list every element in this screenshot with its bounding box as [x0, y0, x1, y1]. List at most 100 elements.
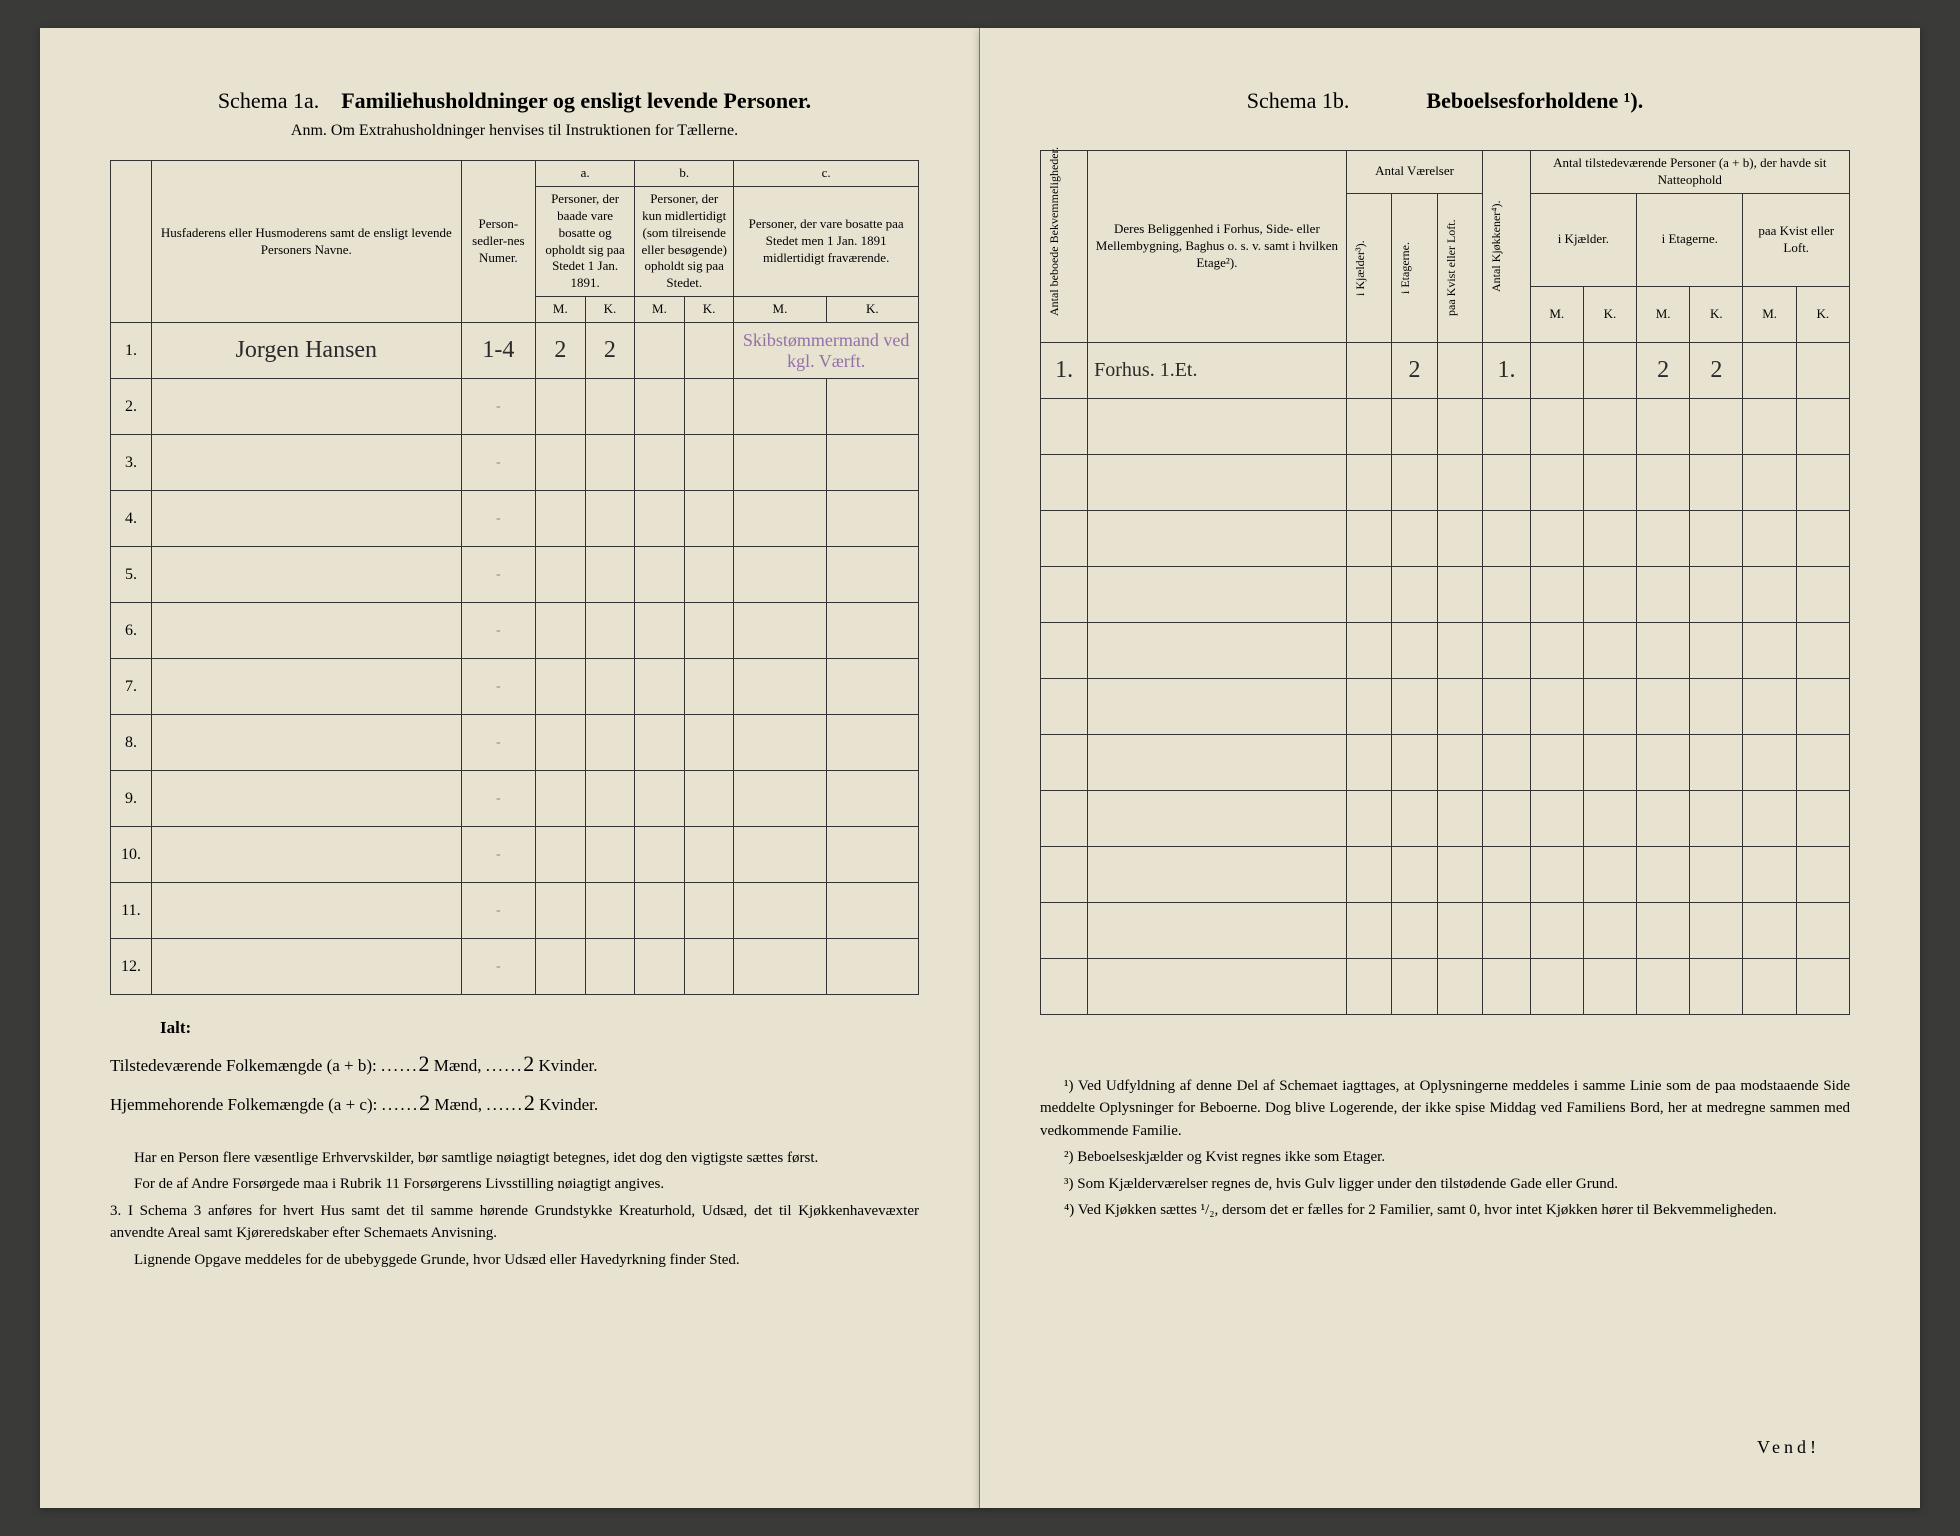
ikjael-h: i Kjælder.: [1530, 193, 1636, 286]
table-row: 11. -: [111, 883, 919, 939]
rnote-3: ³) Som Kjælderværelser regnes de, hvis G…: [1040, 1173, 1850, 1196]
row-number: 10.: [111, 827, 152, 883]
pnum-cell: -: [461, 715, 535, 771]
bekv-cell: [1041, 510, 1088, 566]
etm-cell: [1637, 846, 1690, 902]
kok-cell: [1483, 398, 1530, 454]
c-k-cell: [826, 379, 918, 435]
name-cell: Jorgen Hansen: [151, 323, 461, 379]
left-notes: Har en Person flere væsentlige Erhvervsk…: [110, 1147, 919, 1272]
et-cell: [1392, 510, 1438, 566]
name-cell: [151, 547, 461, 603]
bekv-header: Antal beboede Bekvemmeligheder.: [1041, 151, 1088, 343]
c-note-cell: [734, 379, 826, 435]
etk-cell: [1690, 454, 1743, 510]
kjm-cell: [1530, 342, 1583, 398]
name-cell: [151, 827, 461, 883]
name-cell: [151, 771, 461, 827]
kvm-cell: [1743, 454, 1796, 510]
c-k-cell: [826, 883, 918, 939]
c-note-cell: [734, 827, 826, 883]
etk-cell: [1690, 846, 1743, 902]
table-row: [1041, 734, 1850, 790]
table-row: 10. -: [111, 827, 919, 883]
a-m-cell: [536, 491, 586, 547]
ietag-h: i Etagerne.: [1637, 193, 1743, 286]
kok-cell: [1483, 566, 1530, 622]
etm-cell: 2: [1637, 342, 1690, 398]
kv-cell: [1437, 678, 1483, 734]
c-note-cell: [734, 771, 826, 827]
row-number: 7.: [111, 659, 152, 715]
b-m-cell: [635, 939, 685, 995]
kjk-cell: [1583, 566, 1636, 622]
a-m-cell: [536, 883, 586, 939]
etm-cell: [1637, 902, 1690, 958]
kvm-cell: [1743, 566, 1796, 622]
b-m-cell: [635, 659, 685, 715]
etk-cell: [1690, 958, 1743, 1014]
name-cell: [151, 435, 461, 491]
name-cell: [151, 603, 461, 659]
b-k-cell: [684, 827, 734, 883]
b-m-cell: [635, 883, 685, 939]
b-k-cell: [684, 771, 734, 827]
row-number: 8.: [111, 715, 152, 771]
et-cell: [1392, 846, 1438, 902]
pnum-cell: -: [461, 771, 535, 827]
a-m-cell: [536, 771, 586, 827]
rnote-4: ⁴) Ved Kjøkken sættes ¹/₂, dersom det er…: [1040, 1199, 1850, 1222]
kjk-cell: [1583, 958, 1636, 1014]
col-c-label: c.: [734, 161, 919, 187]
kok-cell: [1483, 846, 1530, 902]
kjk-cell: [1583, 342, 1636, 398]
kvk-cell: [1796, 902, 1849, 958]
kvm-cell: [1743, 342, 1796, 398]
kok-cell: [1483, 958, 1530, 1014]
etm-cell: [1637, 678, 1690, 734]
bekv-cell: [1041, 846, 1088, 902]
table-row: 2. -: [111, 379, 919, 435]
kv-cell: [1437, 454, 1483, 510]
a-k-cell: [585, 659, 635, 715]
kjk-cell: [1583, 622, 1636, 678]
belig-cell: Forhus. 1.Et.: [1088, 342, 1347, 398]
bekv-cell: [1041, 678, 1088, 734]
table-row: [1041, 790, 1850, 846]
pnum-cell: -: [461, 659, 535, 715]
kjm-cell: [1530, 566, 1583, 622]
pnum-cell: -: [461, 547, 535, 603]
kjk-cell: [1583, 790, 1636, 846]
bekv-cell: 1.: [1041, 342, 1088, 398]
etk-cell: [1690, 902, 1743, 958]
pnum-cell: -: [461, 939, 535, 995]
b-k-cell: [684, 715, 734, 771]
belig-cell: [1088, 734, 1347, 790]
name-cell: [151, 883, 461, 939]
kv-cell: [1437, 902, 1483, 958]
kjm-cell: [1530, 510, 1583, 566]
etm-cell: [1637, 510, 1690, 566]
kv-cell: [1437, 790, 1483, 846]
left-subtitle: Anm. Om Extrahusholdninger henvises til …: [110, 122, 919, 140]
kvm-cell: [1743, 958, 1796, 1014]
c-note-cell: [734, 715, 826, 771]
c-k-cell: [826, 827, 918, 883]
table-row: 1. Jorgen Hansen 1-4 2 2 Skibstømmermand…: [111, 323, 919, 379]
personnum-header: Person-sedler-nes Numer.: [461, 161, 535, 323]
kok-cell: [1483, 734, 1530, 790]
a-m-cell: [536, 659, 586, 715]
c-k-cell: [826, 603, 918, 659]
et-cell: [1392, 398, 1438, 454]
b-k-cell: [684, 939, 734, 995]
etk-cell: [1690, 622, 1743, 678]
a-m-cell: [536, 939, 586, 995]
b-k-cell: [684, 491, 734, 547]
a-m-cell: [536, 715, 586, 771]
c-note-cell: [734, 883, 826, 939]
table-row: [1041, 398, 1850, 454]
b-m-cell: [635, 827, 685, 883]
bekv-cell: [1041, 958, 1088, 1014]
table-row: 5. -: [111, 547, 919, 603]
kj-cell: [1346, 678, 1392, 734]
